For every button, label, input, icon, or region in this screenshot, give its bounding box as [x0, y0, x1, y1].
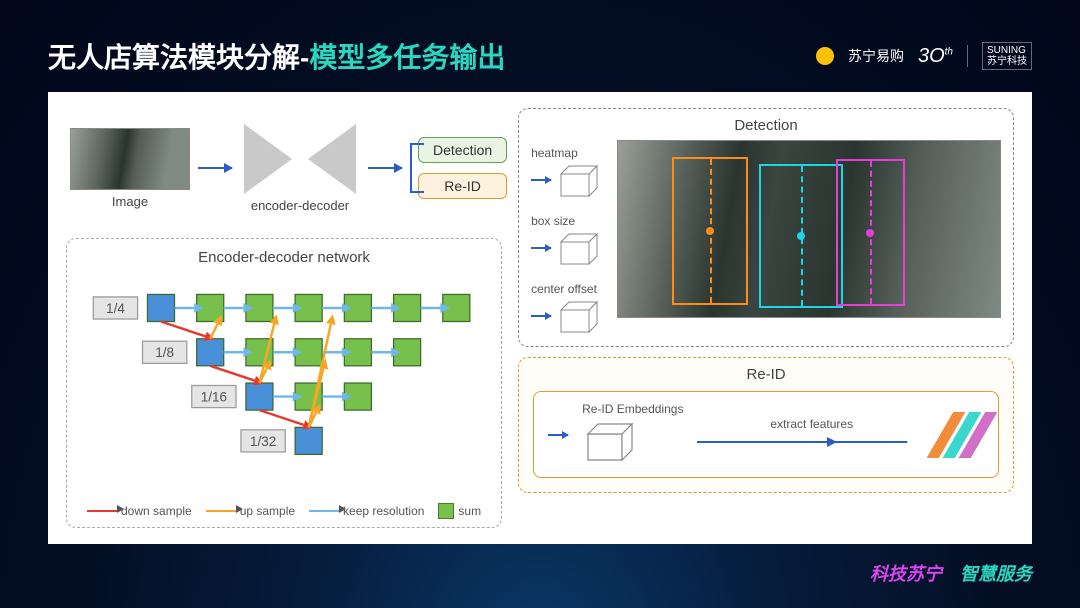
- output-detection: Detection: [418, 137, 507, 163]
- svg-text:1/32: 1/32: [250, 434, 276, 449]
- detection-title: Detection: [531, 117, 1001, 134]
- header: 无人店算法模块分解-模型多任务输出 苏宁易购 3Oth SUNING苏宁科技: [48, 36, 1032, 76]
- encdec-block: encoder-decoder: [240, 124, 360, 213]
- encdec-label: encoder-decoder: [240, 198, 360, 213]
- title-part1: 无人店算法模块分解-: [48, 42, 309, 73]
- bbox-orange: [672, 157, 748, 305]
- detection-image: [617, 140, 1001, 318]
- arrow-icon: [368, 167, 402, 169]
- bbox-magenta: [836, 159, 905, 307]
- cube-item: box size: [531, 214, 605, 266]
- brand-block: 苏宁易购 3Oth SUNING苏宁科技: [816, 42, 1032, 70]
- reid-cube-block: Re-ID Embeddings: [582, 402, 683, 467]
- cube-item: center offset: [531, 282, 605, 334]
- output-reid: Re-ID: [418, 173, 507, 199]
- legend-sum: sum: [438, 503, 481, 519]
- cube-icon: [582, 420, 642, 462]
- image-block: Image: [70, 128, 190, 209]
- encoder-grid: 1/4 1/8 1/16 1/32: [81, 272, 487, 499]
- reid-panel: Re-ID Re-ID Embeddings extract features: [518, 357, 1014, 493]
- reid-bars: [927, 412, 998, 458]
- encoder-panel: Encoder-decoder network 1/4 1/8 1/16 1/32 d…: [66, 238, 502, 528]
- brand-sep: [967, 45, 968, 67]
- slide-title: 无人店算法模块分解-模型多任务输出: [48, 36, 505, 76]
- arrow-icon: [548, 434, 568, 436]
- content-panel: Image encoder-decoder Detection Re-ID En…: [48, 92, 1032, 544]
- brand-tech: SUNING苏宁科技: [982, 42, 1032, 70]
- encoder-title: Encoder-decoder network: [81, 249, 487, 266]
- bbox-cyan: [759, 164, 843, 308]
- legend-down: down sample: [87, 504, 192, 518]
- legend-up: up sample: [206, 504, 295, 518]
- arrow-icon: [198, 167, 232, 169]
- image-label: Image: [70, 194, 190, 209]
- cube-item: heatmap: [531, 146, 605, 198]
- reid-arrow-block: extract features: [697, 417, 926, 453]
- reid-title: Re-ID: [533, 366, 999, 383]
- reid-inner: Re-ID Embeddings extract features: [533, 391, 999, 478]
- left-column: Image encoder-decoder Detection Re-ID En…: [66, 108, 502, 528]
- title-part2: 模型多任务输出: [309, 42, 505, 73]
- slide: 无人店算法模块分解-模型多任务输出 苏宁易购 3Oth SUNING苏宁科技 I…: [0, 0, 1080, 608]
- svg-text:1/4: 1/4: [106, 301, 125, 316]
- lion-icon: [816, 47, 834, 65]
- footer: 科技苏宁 智慧服务: [870, 560, 1032, 586]
- svg-text:1/16: 1/16: [201, 389, 227, 404]
- brand-name: 苏宁易购: [848, 46, 904, 66]
- encdec-shape: [240, 124, 360, 194]
- detection-panel: Detection heatmap box size center offset: [518, 108, 1014, 347]
- right-column: Detection heatmap box size center offset R…: [518, 108, 1014, 528]
- outputs: Detection Re-ID: [418, 137, 507, 199]
- detection-body: heatmap box size center offset: [531, 140, 1001, 334]
- encoder-svg: 1/4 1/8 1/16 1/32: [81, 272, 487, 499]
- brand-30: 3Oth: [918, 45, 953, 68]
- svg-text:1/8: 1/8: [155, 345, 174, 360]
- encoder-legend: down sample up sample keep resolution su…: [81, 503, 487, 519]
- legend-keep: keep resolution: [309, 504, 424, 518]
- input-image: [70, 128, 190, 190]
- arrow-icon: [697, 436, 926, 448]
- detection-cubes: heatmap box size center offset: [531, 140, 605, 334]
- footer-left: 科技苏宁: [870, 560, 942, 586]
- pipeline: Image encoder-decoder Detection Re-ID: [66, 108, 502, 228]
- reid-label: Re-ID Embeddings: [582, 402, 683, 416]
- footer-right: 智慧服务: [960, 560, 1032, 586]
